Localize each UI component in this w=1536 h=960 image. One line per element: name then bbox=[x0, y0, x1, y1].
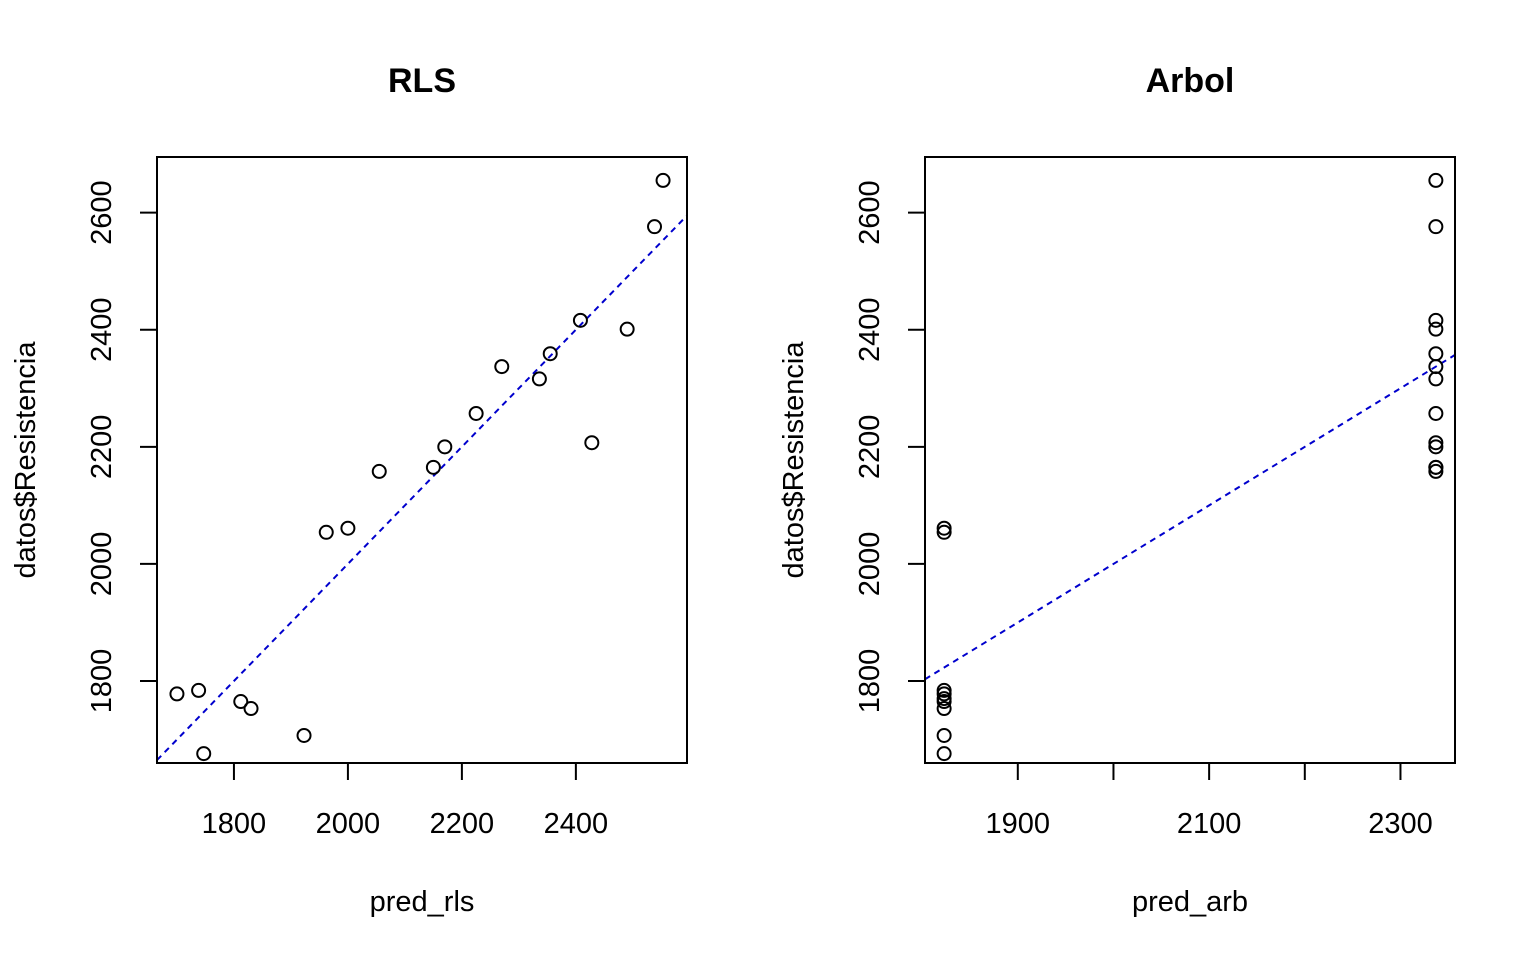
y-tick-label: 1800 bbox=[86, 649, 118, 714]
data-point bbox=[647, 219, 663, 235]
reference-line bbox=[924, 354, 1456, 681]
y-axis-label: datos$Resistencia bbox=[10, 341, 42, 579]
data-point bbox=[936, 524, 952, 540]
data-point bbox=[296, 727, 312, 743]
reference-line bbox=[156, 214, 688, 761]
x-tick-label: 2000 bbox=[316, 808, 381, 840]
y-tick-label: 2400 bbox=[854, 297, 886, 362]
data-point bbox=[936, 691, 952, 707]
panel-arbol: Arbol pred_arb datos$Resistencia 1900 2100 23… bbox=[778, 62, 1456, 918]
data-point bbox=[1428, 459, 1444, 475]
y-tick-label: 2000 bbox=[854, 532, 886, 597]
y-tick-label: 2200 bbox=[854, 415, 886, 480]
y-tick-label: 1800 bbox=[854, 649, 886, 714]
y-tick-label: 2000 bbox=[86, 532, 118, 597]
data-point bbox=[1428, 346, 1444, 362]
x-axis-label: pred_rls bbox=[370, 886, 475, 918]
data-point bbox=[936, 727, 952, 743]
y-tick-label: 2600 bbox=[86, 180, 118, 245]
data-point bbox=[468, 405, 484, 421]
data-point bbox=[1428, 321, 1444, 337]
data-point bbox=[1428, 172, 1444, 188]
data-point bbox=[542, 346, 558, 362]
data-point bbox=[425, 459, 441, 475]
plot-frame bbox=[924, 156, 1456, 764]
data-point bbox=[196, 746, 212, 762]
data-point bbox=[437, 439, 453, 455]
chart-title: RLS bbox=[388, 62, 456, 100]
data-point bbox=[584, 435, 600, 451]
y-tick-label: 2200 bbox=[86, 415, 118, 480]
y-tick-label: 2600 bbox=[854, 180, 886, 245]
data-point bbox=[1428, 312, 1444, 328]
x-tick-label: 2200 bbox=[430, 808, 495, 840]
data-point bbox=[1428, 219, 1444, 235]
data-point bbox=[243, 701, 259, 717]
data-point bbox=[531, 371, 547, 387]
data-point bbox=[371, 463, 387, 479]
data-point bbox=[936, 682, 952, 698]
x-tick-label: 2300 bbox=[1368, 808, 1433, 840]
data-point bbox=[619, 321, 635, 337]
data-point bbox=[494, 359, 510, 375]
data-point bbox=[936, 520, 952, 536]
y-tick-label: 2400 bbox=[86, 297, 118, 362]
data-point bbox=[936, 746, 952, 762]
data-point bbox=[318, 524, 334, 540]
data-point bbox=[572, 312, 588, 328]
data-point bbox=[169, 686, 185, 702]
y-axis-label: datos$Resistencia bbox=[778, 341, 810, 579]
x-tick-label: 2100 bbox=[1177, 808, 1242, 840]
data-point bbox=[1428, 463, 1444, 479]
data-point bbox=[1428, 439, 1444, 455]
data-point bbox=[655, 172, 671, 188]
x-tick-label: 1800 bbox=[202, 808, 267, 840]
data-point bbox=[1428, 405, 1444, 421]
x-axis-label: pred_arb bbox=[1132, 886, 1248, 918]
data-point bbox=[191, 682, 207, 698]
data-point bbox=[233, 694, 249, 710]
panel-rls: RLS pred_rls datos$Resistencia 1800 2000 2200… bbox=[10, 62, 688, 918]
data-point bbox=[1428, 371, 1444, 387]
plot-frame bbox=[156, 156, 688, 764]
chart-title: Arbol bbox=[1146, 62, 1235, 100]
data-point bbox=[340, 520, 356, 536]
x-tick-label: 2400 bbox=[544, 808, 609, 840]
x-tick-label: 1900 bbox=[986, 808, 1051, 840]
data-point bbox=[1428, 435, 1444, 451]
data-point bbox=[936, 701, 952, 717]
